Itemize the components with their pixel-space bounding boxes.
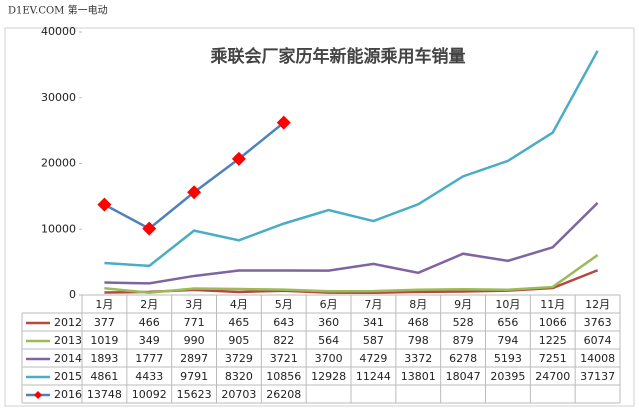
table-cell: 20395	[490, 370, 525, 383]
chart-frame	[4, 27, 635, 407]
table-cell: 6074	[584, 334, 612, 347]
watermark: D1EV.COM 第一电动	[8, 4, 108, 17]
table-cell: 1019	[90, 334, 118, 347]
table-cell: 587	[363, 334, 384, 347]
table-cell: 20703	[221, 388, 256, 401]
table-cell: 643	[273, 316, 294, 329]
table-cell: 3372	[404, 352, 432, 365]
legend-marker	[34, 391, 42, 399]
table-cell: 14008	[580, 352, 615, 365]
table-cell: 990	[184, 334, 205, 347]
table-cell: 4861	[90, 370, 118, 383]
table-cell: 4433	[135, 370, 163, 383]
point-marker	[231, 151, 246, 166]
y-tick-label: 10000	[41, 222, 76, 235]
y-tick-label: 40000	[41, 25, 76, 38]
table-cell: 3729	[225, 352, 253, 365]
table-cell: 1777	[135, 352, 163, 365]
legend-label: 2016	[54, 388, 82, 401]
table-cell: 6278	[449, 352, 477, 365]
x-tick-label: 12月	[585, 298, 610, 311]
table-cell: 4729	[359, 352, 387, 365]
table-cell: 12928	[311, 370, 346, 383]
point-marker	[142, 221, 157, 236]
chart-title: 乘联会厂家历年新能源乘用车销量	[210, 46, 466, 67]
table-cell: 905	[228, 334, 249, 347]
table-cell: 465	[228, 316, 249, 329]
table-cell: 3721	[270, 352, 298, 365]
table-cell: 10856	[266, 370, 301, 383]
table-cell: 656	[497, 316, 518, 329]
point-marker	[187, 185, 202, 200]
table-cell: 3763	[584, 316, 612, 329]
table-cell: 13801	[401, 370, 436, 383]
table-cell: 9791	[180, 370, 208, 383]
table-cell: 8320	[225, 370, 253, 383]
x-tick-label: 9月	[454, 298, 472, 311]
series-line	[104, 50, 599, 268]
table-cell: 11244	[356, 370, 391, 383]
table-cell: 377	[94, 316, 115, 329]
table-cell: 37137	[580, 370, 615, 383]
legend-label: 2014	[54, 352, 82, 365]
x-tick-label: 1月	[95, 298, 113, 311]
x-tick-label: 3月	[185, 298, 203, 311]
y-tick-label: 20000	[41, 157, 76, 170]
table-cell: 1225	[539, 334, 567, 347]
x-tick-label: 2月	[140, 298, 158, 311]
series-line	[104, 254, 599, 294]
legend-label: 2013	[54, 334, 82, 347]
table-cell: 18047	[446, 370, 481, 383]
table-cell: 15623	[177, 388, 212, 401]
y-tick-label: 0	[69, 288, 76, 301]
legend-label: 2012	[54, 316, 82, 329]
table-cell: 26208	[266, 388, 301, 401]
table-cell: 7251	[539, 352, 567, 365]
x-tick-label: 7月	[364, 298, 382, 311]
x-tick-label: 5月	[275, 298, 293, 311]
x-tick-label: 6月	[320, 298, 338, 311]
table-cell: 468	[408, 316, 429, 329]
legend-label: 2015	[54, 370, 82, 383]
table-cell: 466	[139, 316, 160, 329]
series-line	[104, 202, 599, 285]
table-cell: 24700	[535, 370, 570, 383]
x-tick-label: 8月	[409, 298, 427, 311]
table-cell: 13748	[87, 388, 122, 401]
table-cell: 794	[497, 334, 518, 347]
table-cell: 1893	[90, 352, 118, 365]
table-cell: 341	[363, 316, 384, 329]
table-cell: 2897	[180, 352, 208, 365]
table-cell: 771	[184, 316, 205, 329]
x-tick-label: 4月	[230, 298, 248, 311]
point-marker	[276, 115, 291, 130]
table-cell: 1066	[539, 316, 567, 329]
table-cell: 564	[318, 334, 339, 347]
table-cell: 3700	[315, 352, 343, 365]
x-tick-label: 10月	[495, 298, 520, 311]
table-cell: 879	[453, 334, 474, 347]
y-tick-label: 30000	[41, 91, 76, 104]
table-cell: 822	[273, 334, 294, 347]
table-cell: 349	[139, 334, 160, 347]
table-cell: 5193	[494, 352, 522, 365]
table-cell: 360	[318, 316, 339, 329]
x-tick-label: 11月	[540, 298, 565, 311]
table-cell: 528	[453, 316, 474, 329]
table-cell: 798	[408, 334, 429, 347]
table-cell: 10092	[132, 388, 167, 401]
point-marker	[97, 197, 112, 212]
